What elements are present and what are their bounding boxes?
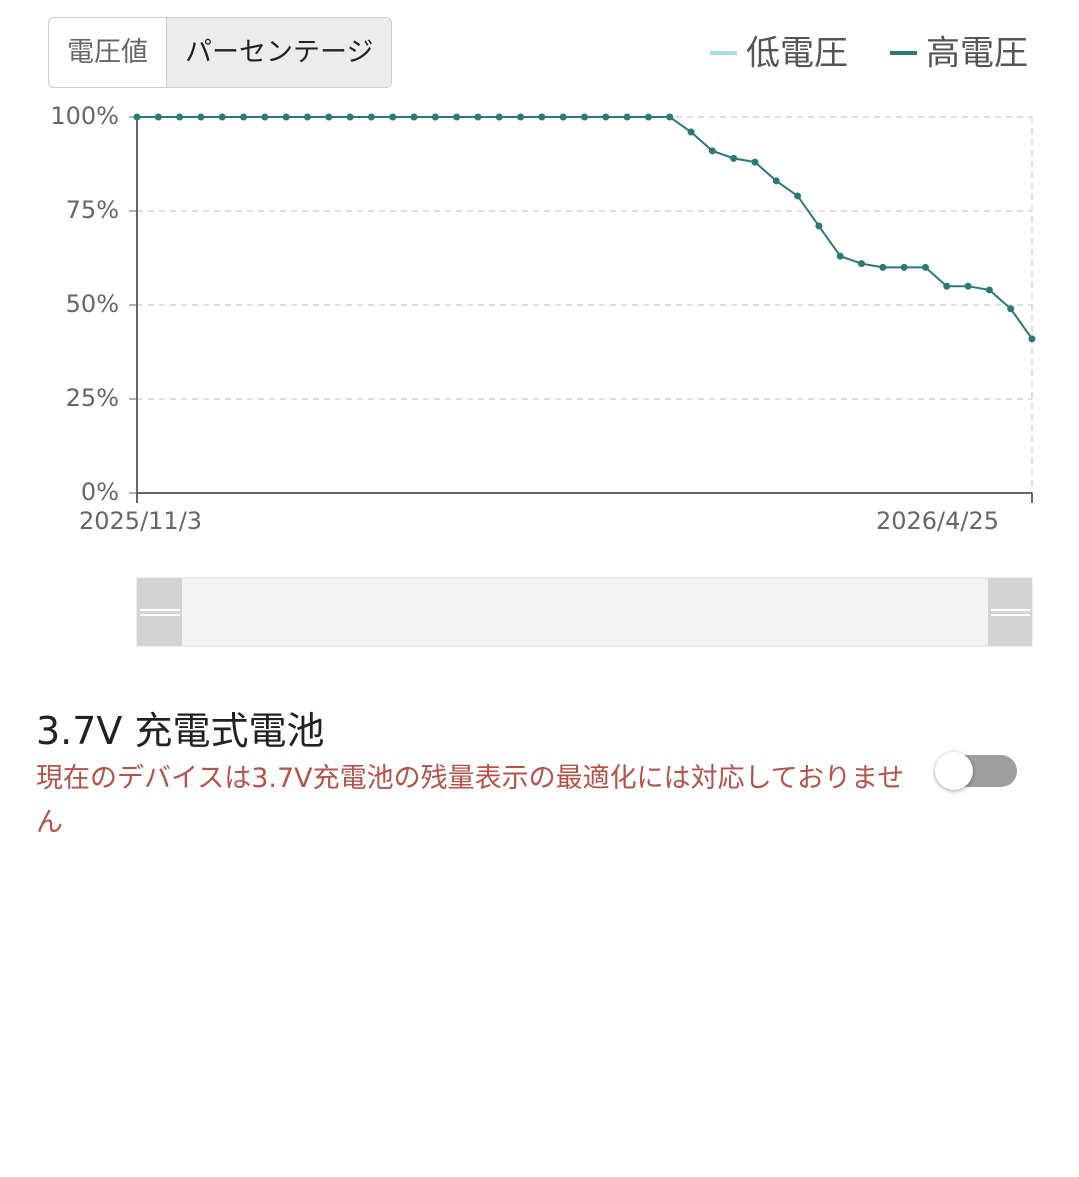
y-tick-label: 25% [66, 384, 119, 412]
data-point [900, 263, 908, 271]
data-point [644, 113, 652, 121]
data-point [581, 113, 588, 121]
data-point [474, 113, 482, 121]
data-point [197, 113, 205, 121]
data-point [303, 113, 311, 121]
setting-title: 3.7V 充電式電池 [36, 709, 325, 753]
data-point [176, 113, 184, 121]
data-point [858, 260, 866, 268]
setting-description: 現在のデバイスは3.7V充電池の残量表示の最適化には対応しておりません [36, 763, 905, 838]
chart: 0% 25% 50% 75% 100% 2025/11/3 2026/4/25 低電圧 高電圧 [50, 34, 1036, 647]
data-point [687, 128, 695, 136]
data-point [623, 113, 631, 121]
data-point [282, 113, 290, 121]
zoom-slider[interactable] [136, 577, 1033, 647]
data-point [133, 113, 141, 121]
slider-handle[interactable] [137, 578, 182, 646]
data-point [730, 154, 738, 162]
data-point [538, 113, 546, 121]
y-tick-label: 0% [81, 478, 119, 506]
data-point [367, 113, 375, 121]
data-point [815, 222, 823, 230]
data-point [261, 113, 269, 121]
data-point [751, 158, 759, 166]
data-point [708, 147, 716, 155]
data-point [325, 113, 333, 121]
data-point [836, 252, 844, 260]
data-point [559, 113, 567, 121]
data-point [389, 113, 397, 121]
x-tick-label: 2025/11/3 [79, 507, 202, 535]
data-point [517, 113, 525, 121]
toggle-switch[interactable] [935, 752, 1017, 790]
data-point [772, 177, 780, 185]
data-point [794, 192, 802, 200]
data-point [495, 113, 503, 121]
x-tick-label: 2026/4/25 [876, 507, 999, 535]
tab-group: 電圧値 パーセンテージ [48, 17, 393, 88]
data-point [410, 113, 418, 121]
data-point [431, 113, 439, 121]
tab[interactable]: 電圧値 [67, 37, 148, 68]
toggle-knob [935, 752, 973, 790]
data-point [985, 286, 993, 294]
y-tick-label: 50% [66, 290, 119, 318]
slider-handle[interactable] [988, 578, 1032, 646]
data-point [666, 113, 674, 121]
tab[interactable]: パーセンテージ [166, 18, 392, 87]
data-point [240, 113, 248, 121]
data-point [964, 282, 972, 290]
data-point [154, 113, 162, 121]
data-point [218, 113, 226, 121]
legend-label: 低電圧 [746, 34, 848, 74]
data-point [1007, 305, 1015, 313]
data-point [602, 113, 610, 121]
y-tick-label: 75% [66, 196, 119, 224]
data-point [943, 282, 951, 290]
legend-label: 高電圧 [926, 34, 1028, 74]
data-point [879, 263, 887, 271]
data-point [453, 113, 461, 121]
data-point [346, 113, 354, 121]
data-point [1028, 335, 1036, 343]
data-point [921, 263, 929, 271]
y-tick-label: 100% [50, 102, 119, 130]
